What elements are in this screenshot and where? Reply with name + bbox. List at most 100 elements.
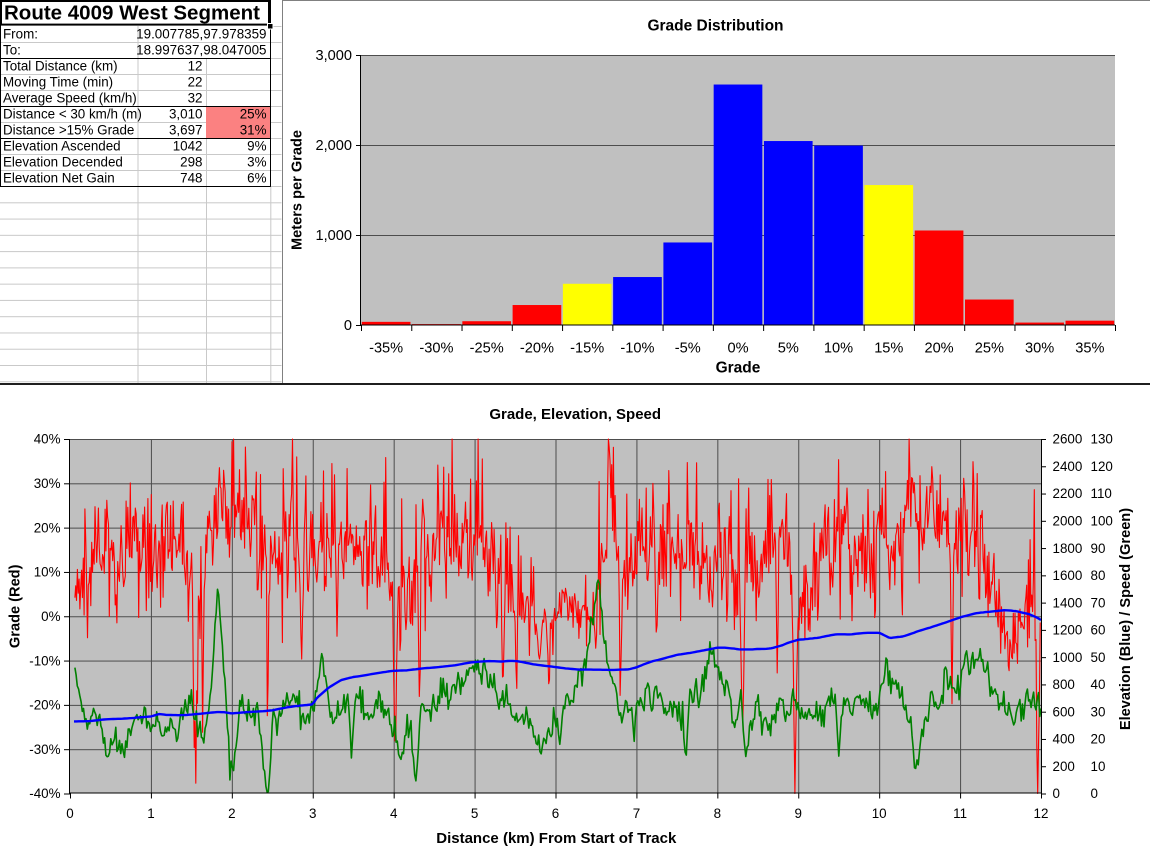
svg-text:80: 80 — [1091, 568, 1106, 583]
svg-text:0: 0 — [66, 806, 73, 821]
svg-text:2000: 2000 — [1053, 514, 1083, 529]
svg-text:1400: 1400 — [1053, 595, 1083, 610]
svg-text:0%: 0% — [727, 341, 748, 357]
svg-text:22: 22 — [188, 74, 203, 89]
svg-text:Moving Time (min): Moving Time (min) — [3, 74, 113, 89]
svg-text:60: 60 — [1091, 623, 1106, 638]
svg-text:30: 30 — [1091, 704, 1106, 719]
svg-text:-30%: -30% — [29, 742, 60, 757]
svg-text:3: 3 — [309, 806, 316, 821]
svg-text:1,000: 1,000 — [315, 228, 352, 244]
svg-text:Grade Distribution: Grade Distribution — [647, 18, 783, 35]
svg-text:18.997637,98.047005: 18.997637,98.047005 — [136, 42, 266, 57]
svg-text:Elevation (Blue) / Speed (Gree: Elevation (Blue) / Speed (Green) — [1118, 508, 1134, 730]
svg-text:7: 7 — [633, 806, 640, 821]
svg-text:120: 120 — [1091, 459, 1113, 474]
svg-text:0: 0 — [344, 318, 352, 334]
svg-text:-20%: -20% — [29, 698, 60, 713]
svg-text:298: 298 — [180, 154, 202, 169]
svg-text:1: 1 — [147, 806, 154, 821]
svg-text:-5%: -5% — [675, 341, 701, 357]
svg-text:Grade: Grade — [716, 360, 761, 377]
svg-text:19.007785,97.978359: 19.007785,97.978359 — [136, 26, 266, 41]
svg-text:2: 2 — [228, 806, 235, 821]
svg-text:Elevation Ascended: Elevation Ascended — [3, 138, 121, 153]
svg-text:-10%: -10% — [620, 341, 654, 357]
svg-text:40: 40 — [1091, 677, 1106, 692]
svg-text:6%: 6% — [247, 170, 266, 185]
svg-text:9%: 9% — [247, 138, 266, 153]
svg-text:20%: 20% — [924, 341, 953, 357]
svg-text:-30%: -30% — [419, 341, 453, 357]
svg-text:Route 4009 West Segment: Route 4009 West Segment — [4, 2, 260, 25]
svg-text:1800: 1800 — [1053, 541, 1083, 556]
svg-text:1042: 1042 — [173, 138, 203, 153]
svg-text:1200: 1200 — [1053, 623, 1083, 638]
svg-text:Distance < 30 km/h (m): Distance < 30 km/h (m) — [3, 106, 142, 121]
svg-text:10%: 10% — [34, 565, 61, 580]
svg-text:Total Distance (km): Total Distance (km) — [3, 58, 118, 73]
svg-text:3,010: 3,010 — [169, 106, 203, 121]
svg-text:12: 12 — [188, 58, 203, 73]
svg-text:90: 90 — [1091, 541, 1106, 556]
svg-text:From:: From: — [3, 26, 38, 41]
svg-text:-10%: -10% — [29, 653, 60, 668]
svg-text:35%: 35% — [1075, 341, 1104, 357]
svg-text:31%: 31% — [240, 122, 267, 137]
svg-text:Grade, Elevation, Speed: Grade, Elevation, Speed — [489, 406, 661, 423]
svg-text:2600: 2600 — [1053, 432, 1083, 447]
svg-text:4: 4 — [390, 806, 398, 821]
svg-text:Grade (Red): Grade (Red) — [8, 564, 24, 648]
svg-text:To:: To: — [3, 42, 21, 57]
svg-text:2400: 2400 — [1053, 459, 1083, 474]
svg-text:3,000: 3,000 — [315, 48, 352, 64]
svg-text:50: 50 — [1091, 650, 1106, 665]
svg-text:25%: 25% — [975, 341, 1004, 357]
svg-text:20: 20 — [1091, 732, 1106, 747]
svg-text:11: 11 — [953, 806, 967, 821]
svg-text:-40%: -40% — [29, 786, 60, 801]
svg-text:748: 748 — [180, 170, 202, 185]
svg-text:8: 8 — [714, 806, 721, 821]
svg-text:40%: 40% — [34, 432, 61, 447]
svg-text:10: 10 — [1091, 759, 1106, 774]
svg-text:130: 130 — [1091, 432, 1113, 447]
svg-text:70: 70 — [1091, 595, 1106, 610]
svg-text:6: 6 — [552, 806, 559, 821]
svg-text:Average Speed (km/h): Average Speed (km/h) — [3, 90, 137, 105]
svg-text:Meters per Grade: Meters per Grade — [290, 130, 306, 250]
svg-text:0: 0 — [1091, 786, 1098, 801]
svg-text:Elevation Decended: Elevation Decended — [3, 154, 123, 169]
svg-text:-20%: -20% — [520, 341, 554, 357]
svg-text:Elevation Net Gain: Elevation Net Gain — [3, 170, 115, 185]
svg-text:5: 5 — [471, 806, 478, 821]
svg-text:-15%: -15% — [570, 341, 604, 357]
svg-text:30%: 30% — [34, 476, 61, 491]
svg-text:110: 110 — [1091, 486, 1112, 501]
svg-text:20%: 20% — [34, 520, 61, 535]
svg-text:1600: 1600 — [1053, 568, 1083, 583]
svg-text:5%: 5% — [778, 341, 799, 357]
svg-text:2,000: 2,000 — [315, 138, 352, 154]
svg-text:Distance >15% Grade: Distance >15% Grade — [3, 122, 134, 137]
svg-text:-35%: -35% — [369, 341, 403, 357]
svg-text:9: 9 — [795, 806, 802, 821]
svg-text:25%: 25% — [240, 106, 267, 121]
svg-text:12: 12 — [1034, 806, 1049, 821]
svg-text:10: 10 — [872, 806, 887, 821]
svg-text:100: 100 — [1091, 514, 1113, 529]
svg-text:0: 0 — [1053, 786, 1060, 801]
svg-text:2200: 2200 — [1053, 486, 1083, 501]
svg-text:10%: 10% — [824, 341, 853, 357]
svg-text:400: 400 — [1053, 732, 1075, 747]
svg-text:32: 32 — [188, 90, 203, 105]
svg-text:Distance (km) From Start of Tr: Distance (km) From Start of Track — [436, 830, 677, 847]
svg-text:0%: 0% — [41, 609, 60, 624]
svg-text:1000: 1000 — [1053, 650, 1083, 665]
svg-text:15%: 15% — [874, 341, 903, 357]
svg-text:200: 200 — [1053, 759, 1075, 774]
svg-text:800: 800 — [1053, 677, 1075, 692]
svg-text:-25%: -25% — [470, 341, 504, 357]
svg-text:30%: 30% — [1025, 341, 1054, 357]
svg-text:3,697: 3,697 — [169, 122, 203, 137]
